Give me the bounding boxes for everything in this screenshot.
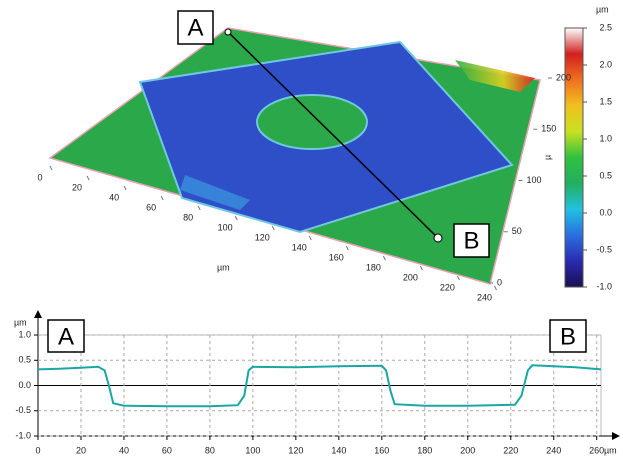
x-tick-label: 260 — [589, 445, 604, 455]
y-tick-label: 100 — [527, 175, 542, 185]
point-label: A — [58, 323, 74, 350]
x-tick — [124, 186, 126, 190]
x-tick-label: 200 — [460, 445, 475, 455]
x-tick-label: 100 — [245, 445, 260, 455]
colorbar-tick-label: 0.0 — [599, 207, 612, 217]
x-tick-label: 140 — [292, 242, 307, 252]
x-tick — [457, 276, 459, 280]
x-tick — [235, 216, 237, 220]
x-tick-label: 0 — [37, 172, 42, 182]
colorbar-tick-label: -0.5 — [596, 244, 612, 254]
x-tick-label: 40 — [109, 192, 119, 202]
colorbar-tick-label: 0.5 — [599, 170, 612, 180]
x-tick-label: 80 — [183, 212, 193, 222]
point-label: B — [463, 227, 479, 254]
x-tick-label: 240 — [546, 445, 561, 455]
colorbar — [565, 28, 583, 287]
arrow — [34, 310, 42, 318]
y-tick-label: -1.0 — [15, 430, 31, 440]
x-tick — [87, 176, 89, 180]
x-tick-label: 160 — [374, 445, 389, 455]
x-tick — [420, 266, 422, 270]
y-tick-label: 150 — [541, 124, 556, 134]
x-tick — [198, 206, 200, 210]
x-tick-label: 180 — [417, 445, 432, 455]
x-tick — [383, 256, 385, 260]
y-tick-label: 50 — [512, 226, 522, 236]
y-axis-label: µ — [542, 155, 552, 160]
x-tick-label: 60 — [146, 202, 156, 212]
colorbar-tick-label: -1.0 — [596, 281, 612, 291]
y-tick-label: 0 — [497, 277, 502, 287]
x-tick-label: 60 — [162, 445, 172, 455]
x-tick — [346, 246, 348, 250]
x-tick-label: 100 — [218, 222, 233, 232]
x-tick-label: 240 — [477, 292, 492, 302]
x-axis-label: µm — [217, 262, 230, 272]
point-b — [434, 234, 442, 242]
x-tick-label: 120 — [288, 445, 303, 455]
x-tick — [272, 226, 274, 230]
x-tick-label: 180 — [366, 262, 381, 272]
x-tick-label: 140 — [331, 445, 346, 455]
x-tick-label: 160 — [329, 252, 344, 262]
y-tick-label: 1.0 — [18, 329, 31, 339]
x-tick — [50, 166, 52, 170]
colorbar-tick-label: 1.0 — [599, 133, 612, 143]
colorbar-tick-label: 1.5 — [599, 96, 612, 106]
y-tick-label: 0.5 — [18, 355, 31, 365]
x-tick-label: 220 — [503, 445, 518, 455]
y-axis-label: µm — [14, 317, 27, 327]
x-tick-label: 20 — [76, 445, 86, 455]
x-tick-label: 220 — [440, 282, 455, 292]
y-tick-label: 200 — [556, 72, 571, 82]
x-tick-label: 120 — [255, 232, 270, 242]
point-a — [225, 29, 231, 35]
mesa — [257, 95, 367, 149]
x-axis-label: µm — [604, 445, 617, 455]
colorbar-tick-label: 2.0 — [599, 59, 612, 69]
x-tick-label: 0 — [35, 445, 40, 455]
x-tick-label: 200 — [403, 272, 418, 282]
x-tick-label: 20 — [72, 182, 82, 192]
x-tick — [309, 236, 311, 240]
point-label: B — [560, 323, 576, 350]
x-tick-label: 40 — [119, 445, 129, 455]
colorbar-tick-label: 2.5 — [599, 22, 612, 32]
y-tick-label: 0.0 — [18, 380, 31, 390]
x-tick-label: 80 — [205, 445, 215, 455]
point-label: A — [187, 14, 203, 41]
figure: A B µm µ µm µm µm 2.5 2.0 1.5 1.0 0.5 0.0 -0.5… — [0, 0, 623, 458]
arrow — [612, 432, 620, 440]
y-tick-label: -0.5 — [15, 405, 31, 415]
x-tick — [161, 196, 163, 200]
colorbar-unit: µm — [596, 4, 609, 14]
